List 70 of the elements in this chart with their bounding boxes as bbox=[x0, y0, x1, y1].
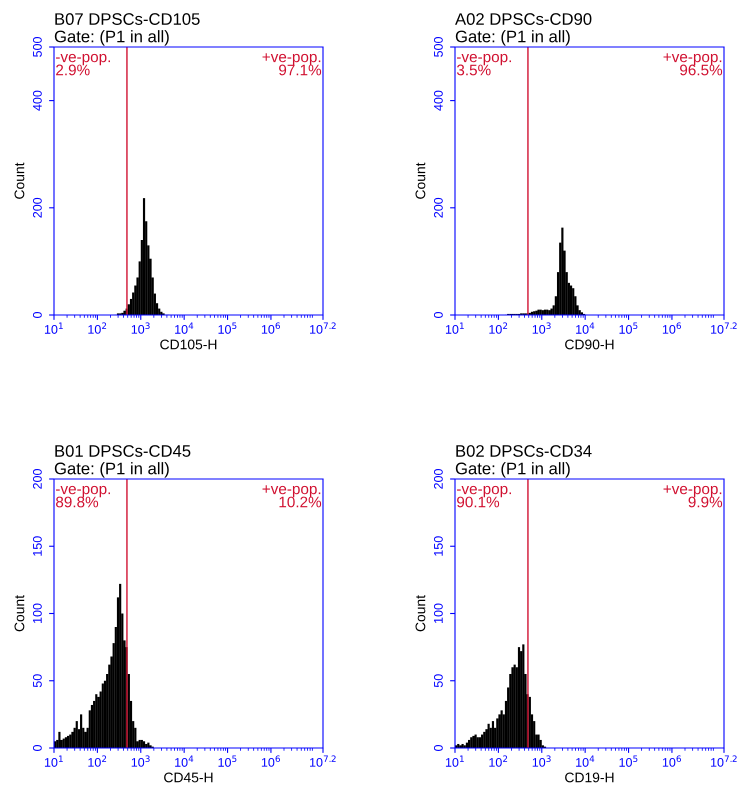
y-tick-label: 150 bbox=[32, 536, 42, 556]
x-tick-label: 10$^{5}$ bbox=[218, 322, 236, 334]
y-tick-label: 400 bbox=[32, 90, 42, 111]
y-tick-label: 100 bbox=[434, 604, 443, 623]
chart-subtitle: Gate: (P1 in all) bbox=[456, 30, 570, 46]
x-tick-label: 10$^{5}$ bbox=[620, 322, 638, 334]
x-tick-label: 10$^{4}$ bbox=[175, 756, 194, 767]
x-tick-label: 10$^{4}$ bbox=[576, 322, 594, 334]
y-axis-title: Count bbox=[14, 595, 24, 632]
y-tick-label: 0 bbox=[32, 312, 42, 318]
x-tick-label: 10$^{5}$ bbox=[218, 756, 236, 767]
x-tick-label: 10$^{1}$ bbox=[44, 322, 63, 334]
x-axis-title: CD105-H bbox=[160, 340, 216, 350]
annotation: -ve-pop. 89.8% bbox=[56, 486, 110, 508]
y-axis-title: Count bbox=[415, 595, 426, 632]
chart-subtitle: Gate: (P1 in all) bbox=[54, 462, 169, 478]
x-tick-label: 10$^{2}$ bbox=[88, 755, 106, 767]
y-tick-label: 100 bbox=[32, 604, 42, 623]
x-tick-label: 10$^{1}$ bbox=[446, 756, 464, 767]
annotation: -ve-pop. 2.9% bbox=[56, 54, 110, 76]
x-tick-label: 10$^{1}$ bbox=[446, 322, 464, 334]
y-tick-label: 150 bbox=[434, 536, 443, 556]
x-tick-label: 10$^{6}$ bbox=[662, 755, 681, 767]
x-tick-label: 10$^{2}$ bbox=[88, 322, 106, 334]
annotation: +ve-pop. 9.9% bbox=[664, 485, 722, 508]
x-axis-title: CD90-H bbox=[565, 340, 614, 350]
x-tick-label: 10$^{3}$ bbox=[532, 755, 551, 767]
annotation: -ve-pop. 3.5% bbox=[456, 54, 511, 76]
x-tick-label: 10$^{7.2}$ bbox=[711, 755, 737, 767]
y-tick-label: 200 bbox=[32, 469, 42, 489]
x-tick-label: 10$^{3}$ bbox=[532, 322, 551, 334]
chart-subtitle: Gate: (P1 in all) bbox=[54, 30, 169, 46]
x-tick-label: 10$^{7.2}$ bbox=[310, 322, 336, 334]
x-tick-label: 10$^{6}$ bbox=[662, 322, 681, 334]
x-axis-title: CD45-H bbox=[164, 772, 212, 782]
y-tick-label: 200 bbox=[32, 198, 42, 218]
y-tick-label: 50 bbox=[32, 674, 42, 688]
y-axis-title: Count bbox=[415, 162, 426, 199]
y-tick-label: 0 bbox=[32, 745, 42, 751]
x-tick-label: 10$^{3}$ bbox=[132, 322, 150, 334]
x-tick-label: 10$^{2}$ bbox=[489, 755, 508, 767]
y-tick-label: 0 bbox=[434, 745, 443, 751]
x-tick-label: 10$^{4}$ bbox=[576, 756, 594, 767]
annotation: +ve-pop. 97.1% bbox=[262, 53, 322, 76]
y-tick-label: 0 bbox=[434, 312, 443, 318]
y-tick-label: 200 bbox=[434, 198, 443, 218]
annotation: -ve-pop. 90.1% bbox=[457, 486, 511, 508]
y-tick-label: 500 bbox=[434, 37, 443, 57]
x-tick-label: 10$^{6}$ bbox=[262, 322, 280, 334]
x-tick-label: 10$^{7.2}$ bbox=[711, 322, 737, 334]
y-tick-label: 500 bbox=[32, 37, 42, 57]
annotation: +ve-pop. 96.5% bbox=[664, 53, 722, 76]
x-tick-label: 10$^{7.2}$ bbox=[310, 755, 336, 767]
x-tick-label: 10$^{1}$ bbox=[44, 756, 63, 767]
y-tick-label: 400 bbox=[434, 90, 443, 111]
chart-subtitle: Gate: (P1 in all) bbox=[456, 462, 570, 478]
chart-title: B01 DPSCs-CD45 bbox=[55, 445, 190, 457]
annotation: +ve-pop. 10.2% bbox=[262, 485, 322, 508]
y-tick-label: 200 bbox=[434, 469, 443, 489]
y-axis-title: Count bbox=[14, 162, 24, 199]
chart-title: B07 DPSCs-CD105 bbox=[55, 13, 200, 25]
x-tick-label: 10$^{4}$ bbox=[175, 322, 194, 334]
x-tick-label: 10$^{5}$ bbox=[620, 756, 638, 767]
x-axis-title: CD19-H bbox=[565, 772, 614, 782]
chart-title: B02 DPSCs-CD34 bbox=[456, 445, 592, 457]
x-tick-label: 10$^{2}$ bbox=[489, 322, 508, 334]
chart-title: A02 DPSCs-CD90 bbox=[455, 13, 592, 25]
x-tick-label: 10$^{3}$ bbox=[132, 755, 150, 767]
y-tick-label: 50 bbox=[434, 674, 443, 688]
x-tick-label: 10$^{6}$ bbox=[262, 755, 280, 767]
